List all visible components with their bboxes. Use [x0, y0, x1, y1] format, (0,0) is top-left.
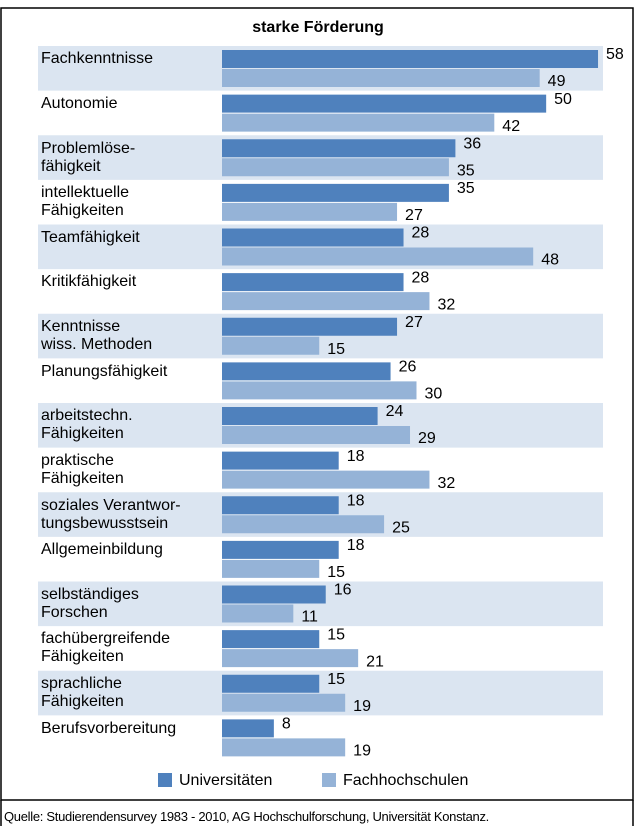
bar: [222, 381, 417, 400]
value-label: 15: [327, 564, 345, 581]
category-label: Autonomie: [41, 94, 118, 112]
category-label: Teamfähigkeit: [41, 228, 140, 246]
category-label: Planungsfähigkeit: [41, 362, 168, 380]
value-label: 11: [301, 609, 318, 626]
value-label: 18: [347, 448, 365, 465]
bar: [222, 336, 320, 355]
value-label: 58: [606, 46, 624, 63]
bar: [222, 604, 294, 623]
bar: [222, 496, 339, 515]
category-label: intellektuelle Fähigkeiten: [41, 184, 130, 220]
value-label: 24: [386, 403, 404, 420]
bar: [222, 273, 404, 292]
value-label: 18: [347, 492, 365, 509]
value-label: 15: [327, 341, 345, 358]
value-label: 21: [366, 653, 384, 670]
bar: [222, 426, 411, 444]
category-label: Fachkenntnisse: [41, 50, 154, 68]
category-label: Kenntnisse wiss. Methoden: [41, 318, 153, 354]
value-label: 19: [353, 743, 371, 760]
bar: [222, 674, 320, 693]
bar: [222, 202, 398, 221]
value-label: 36: [463, 135, 481, 152]
category-label: praktische Fähigkeiten: [41, 451, 124, 487]
value-label: 50: [554, 91, 572, 108]
category-label: selbständiges Forschen: [41, 585, 139, 621]
bar: [222, 470, 430, 489]
legend-swatch: [322, 773, 336, 787]
value-label: 8: [282, 716, 291, 733]
bar: [222, 540, 339, 559]
value-label: 28: [412, 225, 430, 242]
bar: [222, 292, 430, 311]
category-label: Kritikfähigkeit: [41, 273, 137, 291]
legend-label: Fachhochschulen: [343, 772, 468, 789]
bar: [222, 113, 495, 132]
category-label: sprachliche Fähigkeiten: [41, 675, 124, 711]
bar: [222, 94, 547, 113]
bar: [222, 719, 274, 738]
value-label: 18: [347, 537, 365, 554]
value-label: 32: [437, 475, 455, 492]
value-label: 27: [405, 207, 423, 224]
bar: [222, 158, 449, 177]
value-label: 19: [353, 698, 371, 715]
bar: [222, 559, 320, 578]
bar: [222, 738, 346, 757]
value-label: 30: [425, 386, 443, 403]
value-label: 15: [327, 671, 345, 688]
bar: [222, 183, 449, 202]
chart-title: starke Förderung: [252, 19, 384, 36]
bar: [222, 693, 346, 712]
legend-swatch: [158, 773, 172, 787]
legend-label: Universitäten: [179, 772, 272, 789]
bar: [222, 317, 398, 336]
bar: [222, 139, 456, 158]
bar: [222, 247, 534, 266]
category-label: arbeitstechn. Fähigkeiten: [41, 407, 133, 443]
value-label: 35: [457, 162, 475, 179]
bar: [222, 69, 540, 87]
category-label: Allgemeinbildung: [41, 541, 163, 559]
bar: [222, 407, 378, 425]
value-label: 26: [399, 359, 417, 376]
source: Quelle: Studierendensurvey 1983 - 2010, …: [4, 809, 489, 824]
bar: [222, 228, 404, 247]
category-label: Berufsvorbereitung: [41, 719, 177, 737]
value-label: 49: [548, 73, 566, 90]
bar: [222, 451, 339, 470]
value-label: 28: [412, 269, 430, 286]
frame: [0, 7, 634, 801]
bar: [222, 515, 385, 534]
value-label: 29: [418, 430, 436, 447]
value-label: 25: [392, 519, 410, 536]
category-label: Problemlöse- fähigkeit: [41, 139, 136, 175]
bar: [222, 649, 359, 668]
bar: [222, 362, 391, 381]
value-label: 32: [437, 296, 455, 313]
value-label: 15: [327, 626, 345, 643]
category-label: fachübergreifende Fähigkeiten: [41, 630, 170, 666]
value-label: 16: [334, 582, 352, 599]
value-label: 27: [405, 314, 423, 331]
bar: [222, 585, 326, 604]
value-label: 35: [457, 180, 475, 197]
bar: [222, 630, 320, 649]
value-label: 42: [502, 118, 520, 135]
category-label: soziales Verantwor- tungsbewusstsein: [41, 496, 181, 532]
value-label: 48: [541, 252, 559, 269]
bar: [222, 50, 599, 68]
